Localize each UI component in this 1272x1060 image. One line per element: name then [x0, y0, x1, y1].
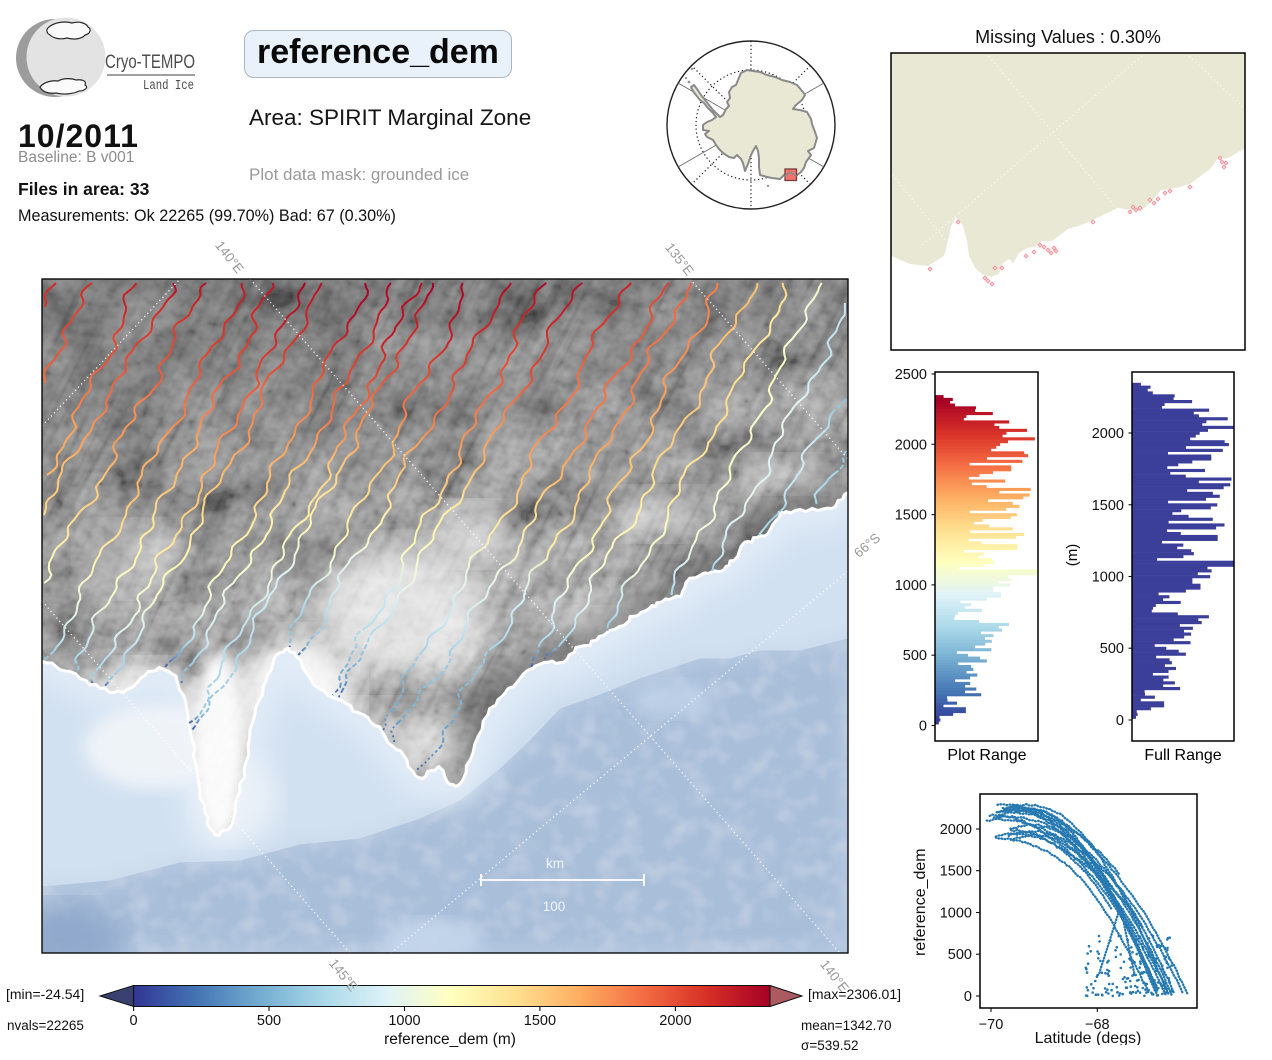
svg-text:Latitude (degs): Latitude (degs) — [1035, 1030, 1142, 1045]
svg-text:1000: 1000 — [895, 578, 927, 594]
svg-text:500: 500 — [948, 947, 972, 963]
svg-text:2000: 2000 — [940, 822, 972, 838]
svg-text:(m): (m) — [1064, 544, 1081, 567]
svg-text:−70: −70 — [979, 1017, 1004, 1033]
svg-text:1500: 1500 — [895, 508, 927, 524]
svg-text:100: 100 — [543, 899, 566, 914]
svg-text:0: 0 — [964, 989, 972, 1005]
svg-text:1000: 1000 — [940, 906, 972, 922]
svg-text:Cryo-TEMPO: Cryo-TEMPO — [105, 52, 195, 73]
svg-text:500: 500 — [903, 648, 927, 664]
svg-text:2000: 2000 — [1092, 426, 1124, 442]
svg-text:−68: −68 — [1085, 1017, 1110, 1033]
svg-text:0: 0 — [1116, 713, 1124, 729]
svg-text:1500: 1500 — [940, 864, 972, 880]
svg-text:Full Range: Full Range — [1144, 747, 1221, 764]
svg-text:Plot Range: Plot Range — [947, 747, 1026, 764]
svg-text:2500: 2500 — [895, 367, 927, 383]
svg-text:Land Ice: Land Ice — [143, 79, 194, 94]
svg-text:km: km — [546, 856, 564, 871]
svg-text:500: 500 — [1100, 641, 1124, 657]
svg-text:1000: 1000 — [1092, 570, 1124, 586]
svg-text:1500: 1500 — [1092, 498, 1124, 514]
svg-text:0: 0 — [919, 719, 927, 735]
svg-text:2000: 2000 — [895, 437, 927, 453]
